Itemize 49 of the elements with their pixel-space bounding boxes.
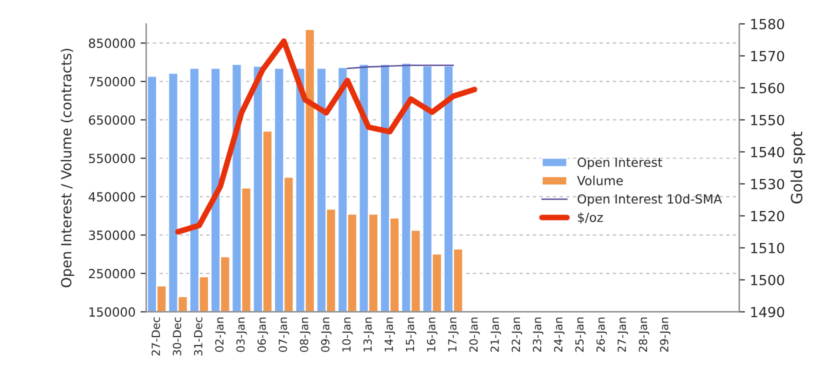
y-tick-label: 450000 (88, 192, 135, 202)
x-tick-label: 29-Jan (660, 318, 670, 352)
y2-tick-label: 1490 (751, 306, 784, 318)
legend-label: Volume (577, 176, 623, 186)
x-tick-label: 08-Jan (300, 318, 310, 352)
x-tick-label: 26-Jan (596, 318, 607, 352)
legend-label: $/oz (578, 212, 603, 224)
y-tick-label: 850000 (88, 38, 135, 48)
x-tick-label: 14-Jan (384, 318, 396, 352)
y-tick-label: 550000 (89, 154, 135, 164)
x-tick-label: 15-Jan (406, 318, 416, 352)
x-tick-label: 13-Jan (363, 318, 374, 352)
y2-tick-label: 1520 (751, 210, 784, 222)
x-tick-label: 24-Jan (554, 318, 565, 352)
x-tick-label: 07-Jan (278, 318, 290, 352)
x-tick-label: 17-Jan (448, 318, 459, 352)
y-tick-label: 750000 (89, 76, 135, 86)
x-tick-label: 25-Jan (575, 318, 586, 352)
x-tick-label: 23-Jan (532, 318, 544, 352)
x-tick-label: 20-Jan (469, 318, 480, 352)
x-tick-label: 09-Jan (321, 318, 332, 352)
x-tick-label: 30-Dec (172, 317, 182, 356)
legend-label: Open Interest (578, 158, 662, 170)
y2-axis-title: Gold spot (790, 132, 806, 204)
y-tick-label: 350000 (89, 230, 135, 240)
y2-tick-label: 1560 (751, 82, 784, 94)
y2-tick-label: 1510 (751, 242, 784, 254)
x-tick-label: 16-Jan (426, 318, 438, 352)
x-tick-label: 06-Jan (258, 318, 268, 352)
y-tick-label: 650000 (88, 115, 135, 125)
y-tick-label: 150000 (89, 307, 135, 317)
x-tick-label: 31-Dec (194, 317, 202, 356)
y-axis-title: Open Interest / Volume (contracts) (60, 48, 74, 288)
y2-tick-label: 1540 (751, 146, 784, 158)
x-tick-label: 10-Jan (342, 318, 353, 352)
y2-tick-label: 1550 (751, 114, 784, 126)
y2-tick-label: 1570 (751, 50, 784, 62)
y2-tick-label: 1530 (751, 178, 784, 190)
y-tick-label: 250000 (88, 268, 135, 278)
x-tick-label: 27-Jan (618, 318, 628, 352)
x-tick-label: 27-Dec (152, 317, 160, 356)
y2-tick-label: 1580 (751, 18, 784, 30)
x-tick-label: 02-Jan (215, 318, 226, 352)
x-tick-label: 28-Jan (638, 318, 650, 352)
y2-tick-label: 1500 (751, 274, 784, 286)
x-tick-label: 22-Jan (512, 318, 522, 352)
x-tick-label: 03-Jan (236, 318, 247, 352)
x-tick-label: 21-Jan (490, 318, 501, 352)
legend-label: Open Interest 10d-SMA (578, 194, 722, 206)
